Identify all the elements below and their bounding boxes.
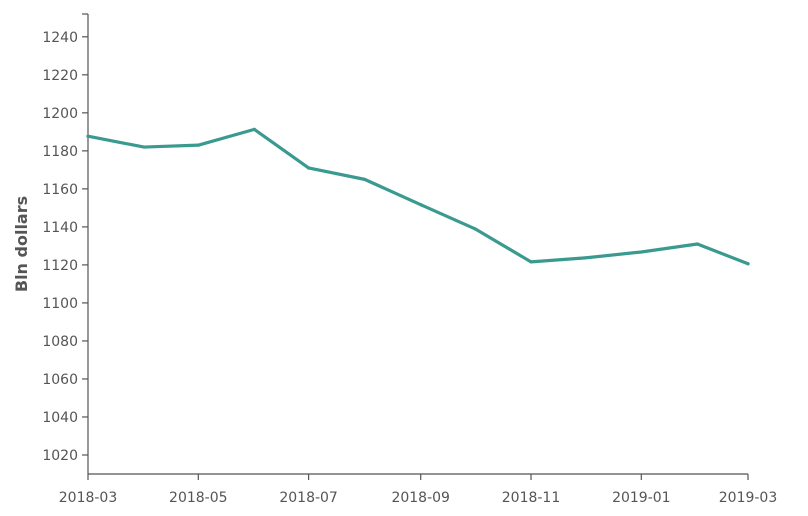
y-tick-label: 1040 xyxy=(42,410,78,426)
data-point xyxy=(746,262,750,266)
data-point xyxy=(473,227,477,231)
x-tick-label: 2018-03 xyxy=(59,490,118,506)
data-point xyxy=(142,145,146,149)
plot-area xyxy=(86,127,750,266)
y-tick-label: 1220 xyxy=(42,68,78,84)
data-point xyxy=(419,203,423,207)
y-axis-title: Bln dollars xyxy=(12,196,31,292)
data-point xyxy=(583,256,587,260)
x-tick-label: 2018-11 xyxy=(502,490,561,506)
y-tick-label: 1140 xyxy=(42,220,78,236)
data-point xyxy=(529,260,533,264)
data-point xyxy=(639,250,643,254)
x-tick-label: 2018-07 xyxy=(279,490,338,506)
data-point xyxy=(695,242,699,246)
series-line xyxy=(86,127,750,266)
data-point xyxy=(196,143,200,147)
data-point xyxy=(307,166,311,170)
x-axis: 2018-03 2018-05 2018-07 2018-09 2018-11 2019-… xyxy=(59,473,778,506)
x-tick-label: 2018-05 xyxy=(169,490,228,506)
y-tick-label: 1160 xyxy=(42,182,78,198)
y-axis: 1020 1040 1060 1080 1100 1120 1140 1160 1180 1200… xyxy=(42,13,89,474)
y-tick-label: 1020 xyxy=(42,448,78,464)
data-point xyxy=(363,177,367,181)
x-tick-label: 2019-01 xyxy=(612,490,671,506)
y-tick-label: 1240 xyxy=(42,30,78,46)
y-tick-label: 1200 xyxy=(42,106,78,122)
y-tick-label: 1060 xyxy=(42,372,78,388)
y-tick-label: 1080 xyxy=(42,334,78,350)
y-tick-label: 1100 xyxy=(42,296,78,312)
x-tick-label: 2019-03 xyxy=(719,490,778,506)
data-point xyxy=(86,134,90,138)
y-tick-label: 1120 xyxy=(42,258,78,274)
y-tick-label: 1180 xyxy=(42,144,78,160)
x-tick-label: 2018-09 xyxy=(391,490,450,506)
data-point xyxy=(252,127,256,131)
